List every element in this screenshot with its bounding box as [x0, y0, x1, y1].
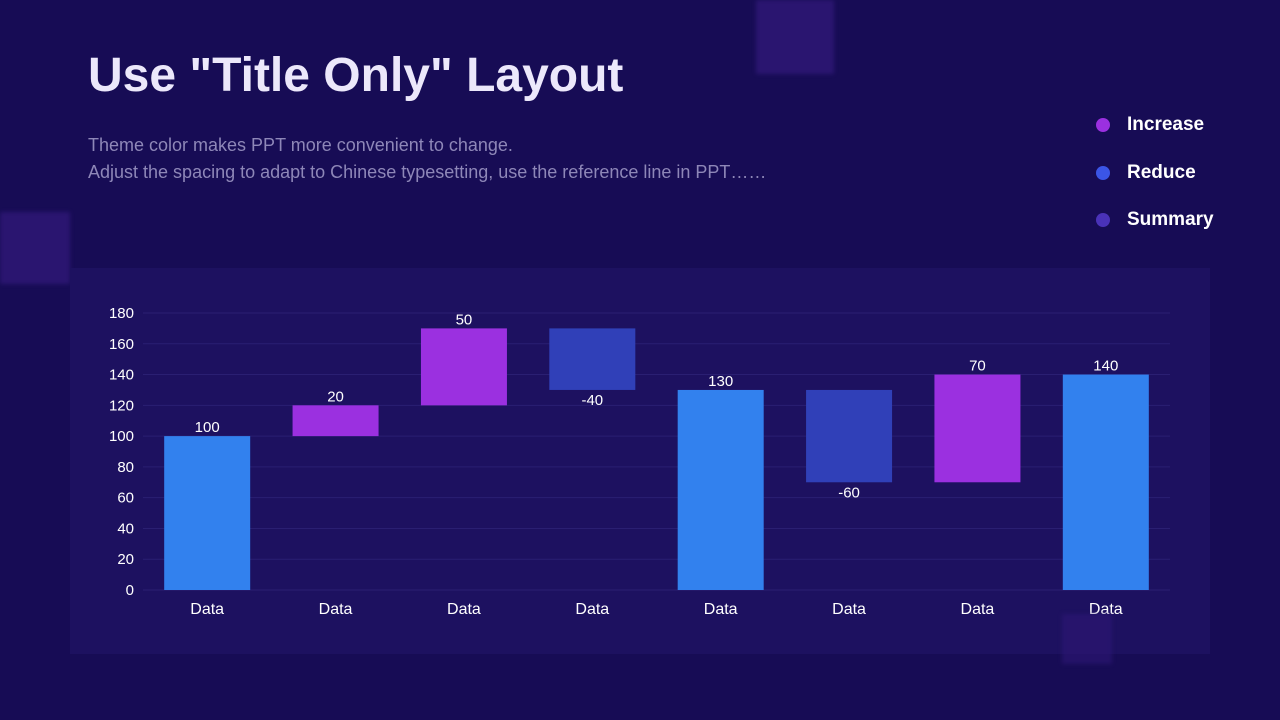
x-tick-label: Data: [961, 601, 995, 618]
page-title: Use "Title Only" Layout: [88, 49, 624, 102]
x-tick-label: Data: [319, 601, 353, 618]
subtitle-line-1: Theme color makes PPT more convenient to…: [88, 135, 513, 155]
bar-increase: [292, 405, 379, 437]
y-tick-label: 100: [109, 428, 134, 445]
waterfall-chart: 0 20 40 60 80 100 120 140 160 180 100 Data 20 Data 50 D…: [109, 305, 1170, 618]
data-label: 140: [1093, 358, 1118, 375]
x-tick-label: Data: [1089, 601, 1123, 618]
y-tick-label: 60: [117, 490, 134, 507]
data-label: 130: [708, 373, 733, 390]
data-label: 50: [456, 311, 473, 328]
bar-reduce: [549, 328, 636, 390]
chart-panel: 0 20 40 60 80 100 120 140 160 180 100 Data 20 Data 50 D…: [70, 268, 1210, 654]
x-tick-label: Data: [447, 601, 481, 618]
bar-increase: [420, 328, 507, 406]
x-tick-label: Data: [704, 601, 738, 618]
x-tick-label: Data: [190, 601, 224, 618]
y-tick-label: 20: [117, 551, 134, 568]
legend-label-summary: Summary: [1127, 209, 1214, 230]
chart-legend: Increase Reduce Summary: [1096, 112, 1214, 255]
y-tick-label: 120: [109, 397, 134, 414]
data-label: -60: [838, 484, 860, 501]
y-tick-label: 160: [109, 336, 134, 353]
bar-total: [677, 389, 764, 590]
data-label: 20: [327, 388, 344, 405]
decor-square-top: [756, 0, 834, 74]
bar-total: [1062, 374, 1149, 590]
subtitle: Theme color makes PPT more convenient to…: [88, 132, 766, 186]
bar-reduce: [806, 389, 893, 483]
legend-item-increase: Increase: [1096, 112, 1214, 138]
data-label: 70: [969, 358, 986, 375]
y-tick-label: 40: [117, 520, 134, 537]
legend-label-reduce: Reduce: [1127, 161, 1196, 183]
legend-label-increase: Increase: [1127, 114, 1205, 135]
x-tick-label: Data: [575, 601, 609, 618]
y-tick-label: 80: [117, 459, 134, 476]
y-tick-label: 180: [109, 305, 134, 322]
decor-square-left: [0, 212, 70, 284]
bar-increase: [934, 374, 1021, 483]
x-tick-label: Data: [832, 601, 866, 618]
legend-dot-summary: [1096, 213, 1110, 227]
data-label: 100: [195, 419, 220, 436]
legend-dot-increase: [1096, 118, 1110, 132]
y-tick-label: 0: [126, 582, 134, 599]
y-tick-label: 140: [109, 367, 134, 384]
legend-dot-reduce: [1096, 165, 1110, 180]
decor-square-bottom: [1062, 614, 1112, 664]
legend-item-summary: Summary: [1096, 207, 1214, 233]
legend-item-reduce: Reduce: [1096, 160, 1214, 186]
data-label: -40: [581, 392, 603, 409]
subtitle-line-2: Adjust the spacing to adapt to Chinese t…: [88, 162, 767, 182]
bar-total: [164, 436, 251, 590]
